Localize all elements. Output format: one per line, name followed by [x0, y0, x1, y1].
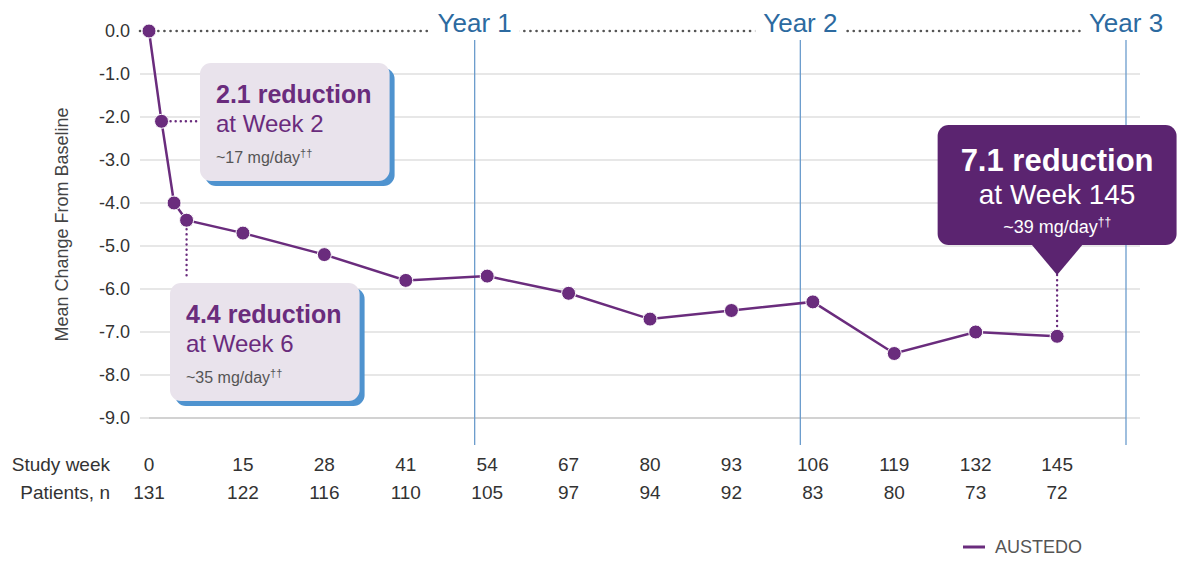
x-tick-label: 145 — [1041, 454, 1073, 475]
callout-dose: ~39 mg/day†† — [1003, 215, 1111, 237]
footnote: †† — [1098, 215, 1111, 229]
data-point — [969, 325, 983, 339]
patients-n: 94 — [639, 482, 661, 503]
patients-n: 116 — [309, 482, 339, 503]
grid-line — [140, 417, 1140, 418]
callout-text: at Week 145 — [979, 179, 1136, 210]
x-tick-label: 41 — [395, 454, 416, 475]
x-tick-label: 0 — [144, 454, 155, 475]
connector — [1056, 275, 1058, 327]
y-axis-label: Mean Change From Baseline — [52, 107, 72, 341]
data-point — [887, 347, 901, 361]
y-tick-label: -3.0 — [99, 150, 130, 170]
data-point — [724, 304, 738, 318]
x-tick-label: 119 — [879, 454, 909, 475]
connector — [171, 120, 197, 122]
callout-title: 7.1 reduction — [961, 143, 1154, 178]
callout-dose: ~35 mg/day†† — [186, 367, 282, 386]
y-tick-label: 0.0 — [105, 21, 130, 41]
patients-n: 92 — [721, 482, 742, 503]
patients-n: 105 — [471, 482, 503, 503]
data-point — [236, 226, 250, 240]
patients-label: Patients, n — [20, 482, 110, 503]
connector — [185, 229, 187, 280]
callout: 4.4 reductionat Week 6 ~35 mg/day†† — [170, 283, 365, 406]
data-point — [399, 273, 413, 287]
dose: ~35 mg/day — [186, 369, 270, 386]
data-point — [317, 248, 331, 262]
data-point — [167, 196, 181, 210]
y-tick-label: -5.0 — [99, 236, 130, 256]
year-label-bg — [1081, 8, 1171, 38]
year-label-bg — [430, 8, 520, 38]
y-tick-label: -6.0 — [99, 279, 130, 299]
callout-title: 2.1 reduction — [216, 80, 372, 108]
dose: ~17 mg/day — [216, 149, 300, 166]
chart: 0.0 -1.0 -2.0 -3.0 -4.0 -5.0 -6.0 -7.0 -8.0 -9.0 Y… — [0, 0, 1200, 562]
x-tick-label: 93 — [721, 454, 742, 475]
patients-n: 80 — [884, 482, 905, 503]
year-label-bg — [755, 8, 845, 38]
dose: ~39 mg/day — [1003, 217, 1098, 237]
year-line — [474, 40, 475, 445]
data-point — [142, 24, 156, 38]
patients-n: 131 — [133, 482, 165, 503]
year-label: Year 2 — [763, 8, 837, 38]
data-point — [480, 269, 494, 283]
x-tick-label: 54 — [477, 454, 499, 475]
series-line — [149, 31, 1057, 354]
data-point — [643, 312, 657, 326]
footnote: †† — [270, 367, 282, 379]
callout-text: at Week 2 — [216, 110, 324, 137]
zero-line — [140, 30, 1140, 33]
y-tick-label: -8.0 — [99, 365, 130, 385]
callout-box — [200, 63, 390, 181]
callout: 2.1 reductionat Week 2 ~17 mg/day†† — [200, 63, 395, 186]
patients-n: 97 — [558, 482, 579, 503]
y-tick-label: -1.0 — [99, 64, 130, 84]
x-tick-label: 132 — [960, 454, 992, 475]
plot-area — [142, 24, 1064, 361]
data-point — [1050, 329, 1064, 343]
x-tick-label: 106 — [797, 454, 829, 475]
data-point — [562, 286, 576, 300]
legend-label: AUSTEDO — [995, 537, 1082, 557]
x-tick-label: 67 — [558, 454, 579, 475]
patients-n: 110 — [391, 482, 421, 503]
y-tick-label: -2.0 — [99, 107, 130, 127]
patients-n: 83 — [802, 482, 823, 503]
callout-dose: ~17 mg/day†† — [216, 147, 312, 166]
x-tick-label: 80 — [639, 454, 660, 475]
callout-box — [938, 125, 1177, 245]
footnote: †† — [300, 147, 312, 159]
patients-n: 122 — [227, 482, 259, 503]
y-tick-label: -7.0 — [99, 322, 130, 342]
legend: AUSTEDO — [963, 537, 1082, 557]
x-tick-label: 15 — [232, 454, 253, 475]
y-tick-label: -9.0 — [99, 408, 130, 428]
patients-n: 72 — [1047, 482, 1068, 503]
x-tick-label: 28 — [314, 454, 335, 475]
x-axis-label: Study week — [12, 454, 111, 475]
callout-box — [170, 283, 360, 401]
year-label: Year 3 — [1089, 8, 1163, 38]
data-point — [180, 213, 194, 227]
callout-pointer — [1031, 244, 1083, 275]
callout-title: 4.4 reduction — [186, 300, 342, 328]
year-label: Year 1 — [438, 8, 512, 38]
callout-text: at Week 6 — [186, 330, 294, 357]
patients-n: 73 — [965, 482, 986, 503]
y-tick-label: -4.0 — [99, 193, 130, 213]
year-line — [800, 40, 801, 445]
callout: 7.1 reductionat Week 145 ~39 mg/day†† — [938, 125, 1177, 275]
x-axis-line — [149, 417, 1126, 418]
data-point — [806, 295, 820, 309]
data-point — [155, 114, 169, 128]
legend-swatch — [963, 546, 985, 549]
